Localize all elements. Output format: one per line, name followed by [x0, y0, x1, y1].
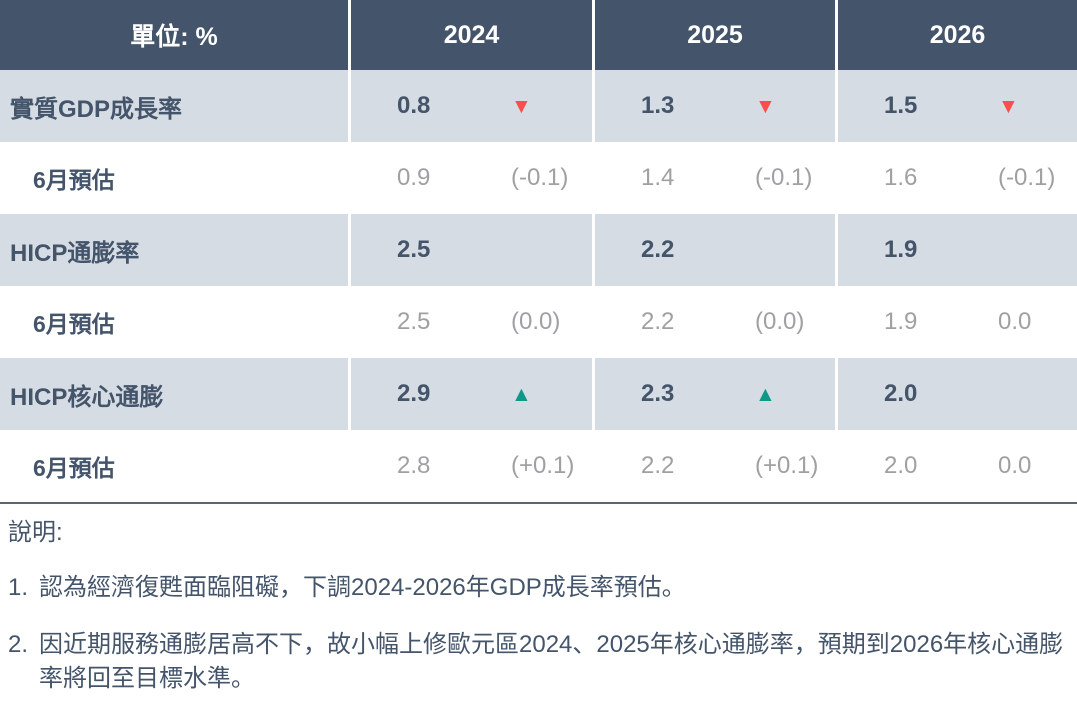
- unit-label: 單位: %: [130, 23, 218, 51]
- cell-change: 0.0: [998, 452, 1077, 480]
- cell-change: ▼: [755, 96, 835, 117]
- cell-2026: 1.5 ▼: [835, 70, 1077, 142]
- cell-2025: 2.2 (0.0): [592, 286, 835, 358]
- cell-2026: 2.0 0.0: [835, 430, 1077, 502]
- up-triangle-icon: ▲: [511, 382, 532, 406]
- year-header-2025: 2025: [592, 0, 835, 70]
- cell-change-text: 0.0: [998, 452, 1032, 479]
- cell-value: 2.8: [397, 452, 431, 479]
- cell-2026: 2.0: [835, 358, 1077, 430]
- cell-2025: 2.3 ▲: [592, 358, 835, 430]
- cell-2025: 2.2 (+0.1): [592, 430, 835, 502]
- cell-2026: 1.9: [835, 214, 1077, 286]
- cell-value: 0.9: [397, 164, 431, 191]
- cell-value: 2.2: [641, 452, 675, 479]
- cell-change: 0.0: [998, 308, 1077, 336]
- cell-value: 2.5: [397, 308, 431, 335]
- cell-2024: 2.5: [348, 214, 592, 286]
- note-text: 因近期服務通膨居高不下，故小幅上修歐元區2024、2025年核心通膨率，預期到2…: [39, 630, 1064, 693]
- up-triangle-icon: ▲: [755, 382, 776, 406]
- cell-change: ▲: [511, 384, 592, 405]
- year-header-2024: 2024: [348, 0, 592, 70]
- cell-value: 0.8: [397, 92, 431, 119]
- cell-2025: 2.2: [592, 214, 835, 286]
- table-header-row: 單位: % 2024 2025 2026: [0, 0, 1077, 70]
- cell-change: ▼: [511, 96, 592, 117]
- cell-change: (+0.1): [511, 452, 592, 480]
- cell-change-text: (+0.1): [511, 452, 575, 479]
- cell-value: 1.9: [884, 236, 918, 263]
- cell-2026: 1.9 0.0: [835, 286, 1077, 358]
- cell-2025: 1.4 (-0.1): [592, 142, 835, 214]
- table-row-gdp-june: 6月預估 0.9 (-0.1) 1.4 (-0.1) 1.6 (-0.1): [0, 142, 1077, 214]
- note-item-1: 1. 認為經濟復甦面臨阻礙，下調2024-2026年GDP成長率預估。: [8, 571, 1067, 606]
- down-triangle-icon: ▼: [755, 94, 776, 118]
- cell-change-text: (-0.1): [755, 164, 813, 191]
- cell-change-text: (0.0): [755, 308, 805, 335]
- cell-value: 2.0: [884, 380, 918, 407]
- year-header-2026: 2026: [835, 0, 1077, 70]
- cell-value: 2.5: [397, 236, 431, 263]
- row-label: 6月預估: [33, 311, 115, 337]
- note-item-2: 2. 因近期服務通膨居高不下，故小幅上修歐元區2024、2025年核心通膨率，預期…: [8, 628, 1067, 698]
- row-label: 6月預估: [33, 455, 115, 481]
- cell-value: 1.6: [884, 164, 918, 191]
- cell-change: (+0.1): [755, 452, 835, 480]
- cell-change: (-0.1): [998, 164, 1077, 192]
- note-text: 認為經濟復甦面臨阻礙，下調2024-2026年GDP成長率預估。: [39, 573, 686, 601]
- cell-2024: 0.9 (-0.1): [348, 142, 592, 214]
- cell-change-text: (-0.1): [511, 164, 569, 191]
- cell-2024: 0.8 ▼: [348, 70, 592, 142]
- notes-section: 說明: 1. 認為經濟復甦面臨阻礙，下調2024-2026年GDP成長率預估。 2…: [0, 504, 1077, 697]
- cell-value: 2.2: [641, 236, 675, 263]
- table-row-hicp-june: 6月預估 2.5 (0.0) 2.2 (0.0) 1.9 0.0: [0, 286, 1077, 358]
- table-row-core-hicp-june: 6月預估 2.8 (+0.1) 2.2 (+0.1) 2.0 0.0: [0, 430, 1077, 502]
- table-row-hicp: HICP通膨率 2.5 2.2 1.9: [0, 214, 1077, 286]
- cell-value: 1.3: [641, 92, 675, 119]
- cell-2026: 1.6 (-0.1): [835, 142, 1077, 214]
- cell-change: (0.0): [511, 308, 592, 336]
- row-label: HICP通膨率: [10, 239, 140, 267]
- notes-title: 說明:: [8, 519, 63, 546]
- table-row-core-hicp: HICP核心通膨 2.9 ▲ 2.3 ▲ 2.0: [0, 358, 1077, 430]
- cell-change: ▲: [755, 384, 835, 405]
- note-number: 2.: [8, 630, 29, 658]
- cell-change: (-0.1): [755, 164, 835, 192]
- row-label: 6月預估: [33, 167, 115, 193]
- cell-2024: 2.9 ▲: [348, 358, 592, 430]
- cell-value: 2.0: [884, 452, 918, 479]
- cell-2024: 2.5 (0.0): [348, 286, 592, 358]
- cell-value: 2.2: [641, 308, 675, 335]
- cell-value: 1.4: [641, 164, 675, 191]
- cell-change: ▼: [998, 96, 1077, 117]
- cell-value: 2.9: [397, 380, 431, 407]
- cell-value: 2.3: [641, 380, 675, 407]
- down-triangle-icon: ▼: [511, 94, 532, 118]
- note-number: 1.: [8, 573, 29, 601]
- cell-change-text: (+0.1): [755, 452, 819, 479]
- row-label: HICP核心通膨: [10, 383, 164, 411]
- cell-change-text: (0.0): [511, 308, 561, 335]
- forecast-table: 單位: % 2024 2025 2026 實質GDP成長率 0.8 ▼ 1.3 …: [0, 0, 1077, 504]
- cell-value: 1.5: [884, 92, 918, 119]
- cell-value: 1.9: [884, 308, 918, 335]
- table-row-gdp: 實質GDP成長率 0.8 ▼ 1.3 ▼ 1.5 ▼: [0, 70, 1077, 142]
- cell-change-text: (-0.1): [998, 164, 1056, 191]
- row-label: 實質GDP成長率: [10, 95, 183, 123]
- down-triangle-icon: ▼: [998, 94, 1019, 118]
- cell-change: (-0.1): [511, 164, 592, 192]
- cell-2025: 1.3 ▼: [592, 70, 835, 142]
- cell-change-text: 0.0: [998, 308, 1032, 335]
- cell-2024: 2.8 (+0.1): [348, 430, 592, 502]
- cell-change: (0.0): [755, 308, 835, 336]
